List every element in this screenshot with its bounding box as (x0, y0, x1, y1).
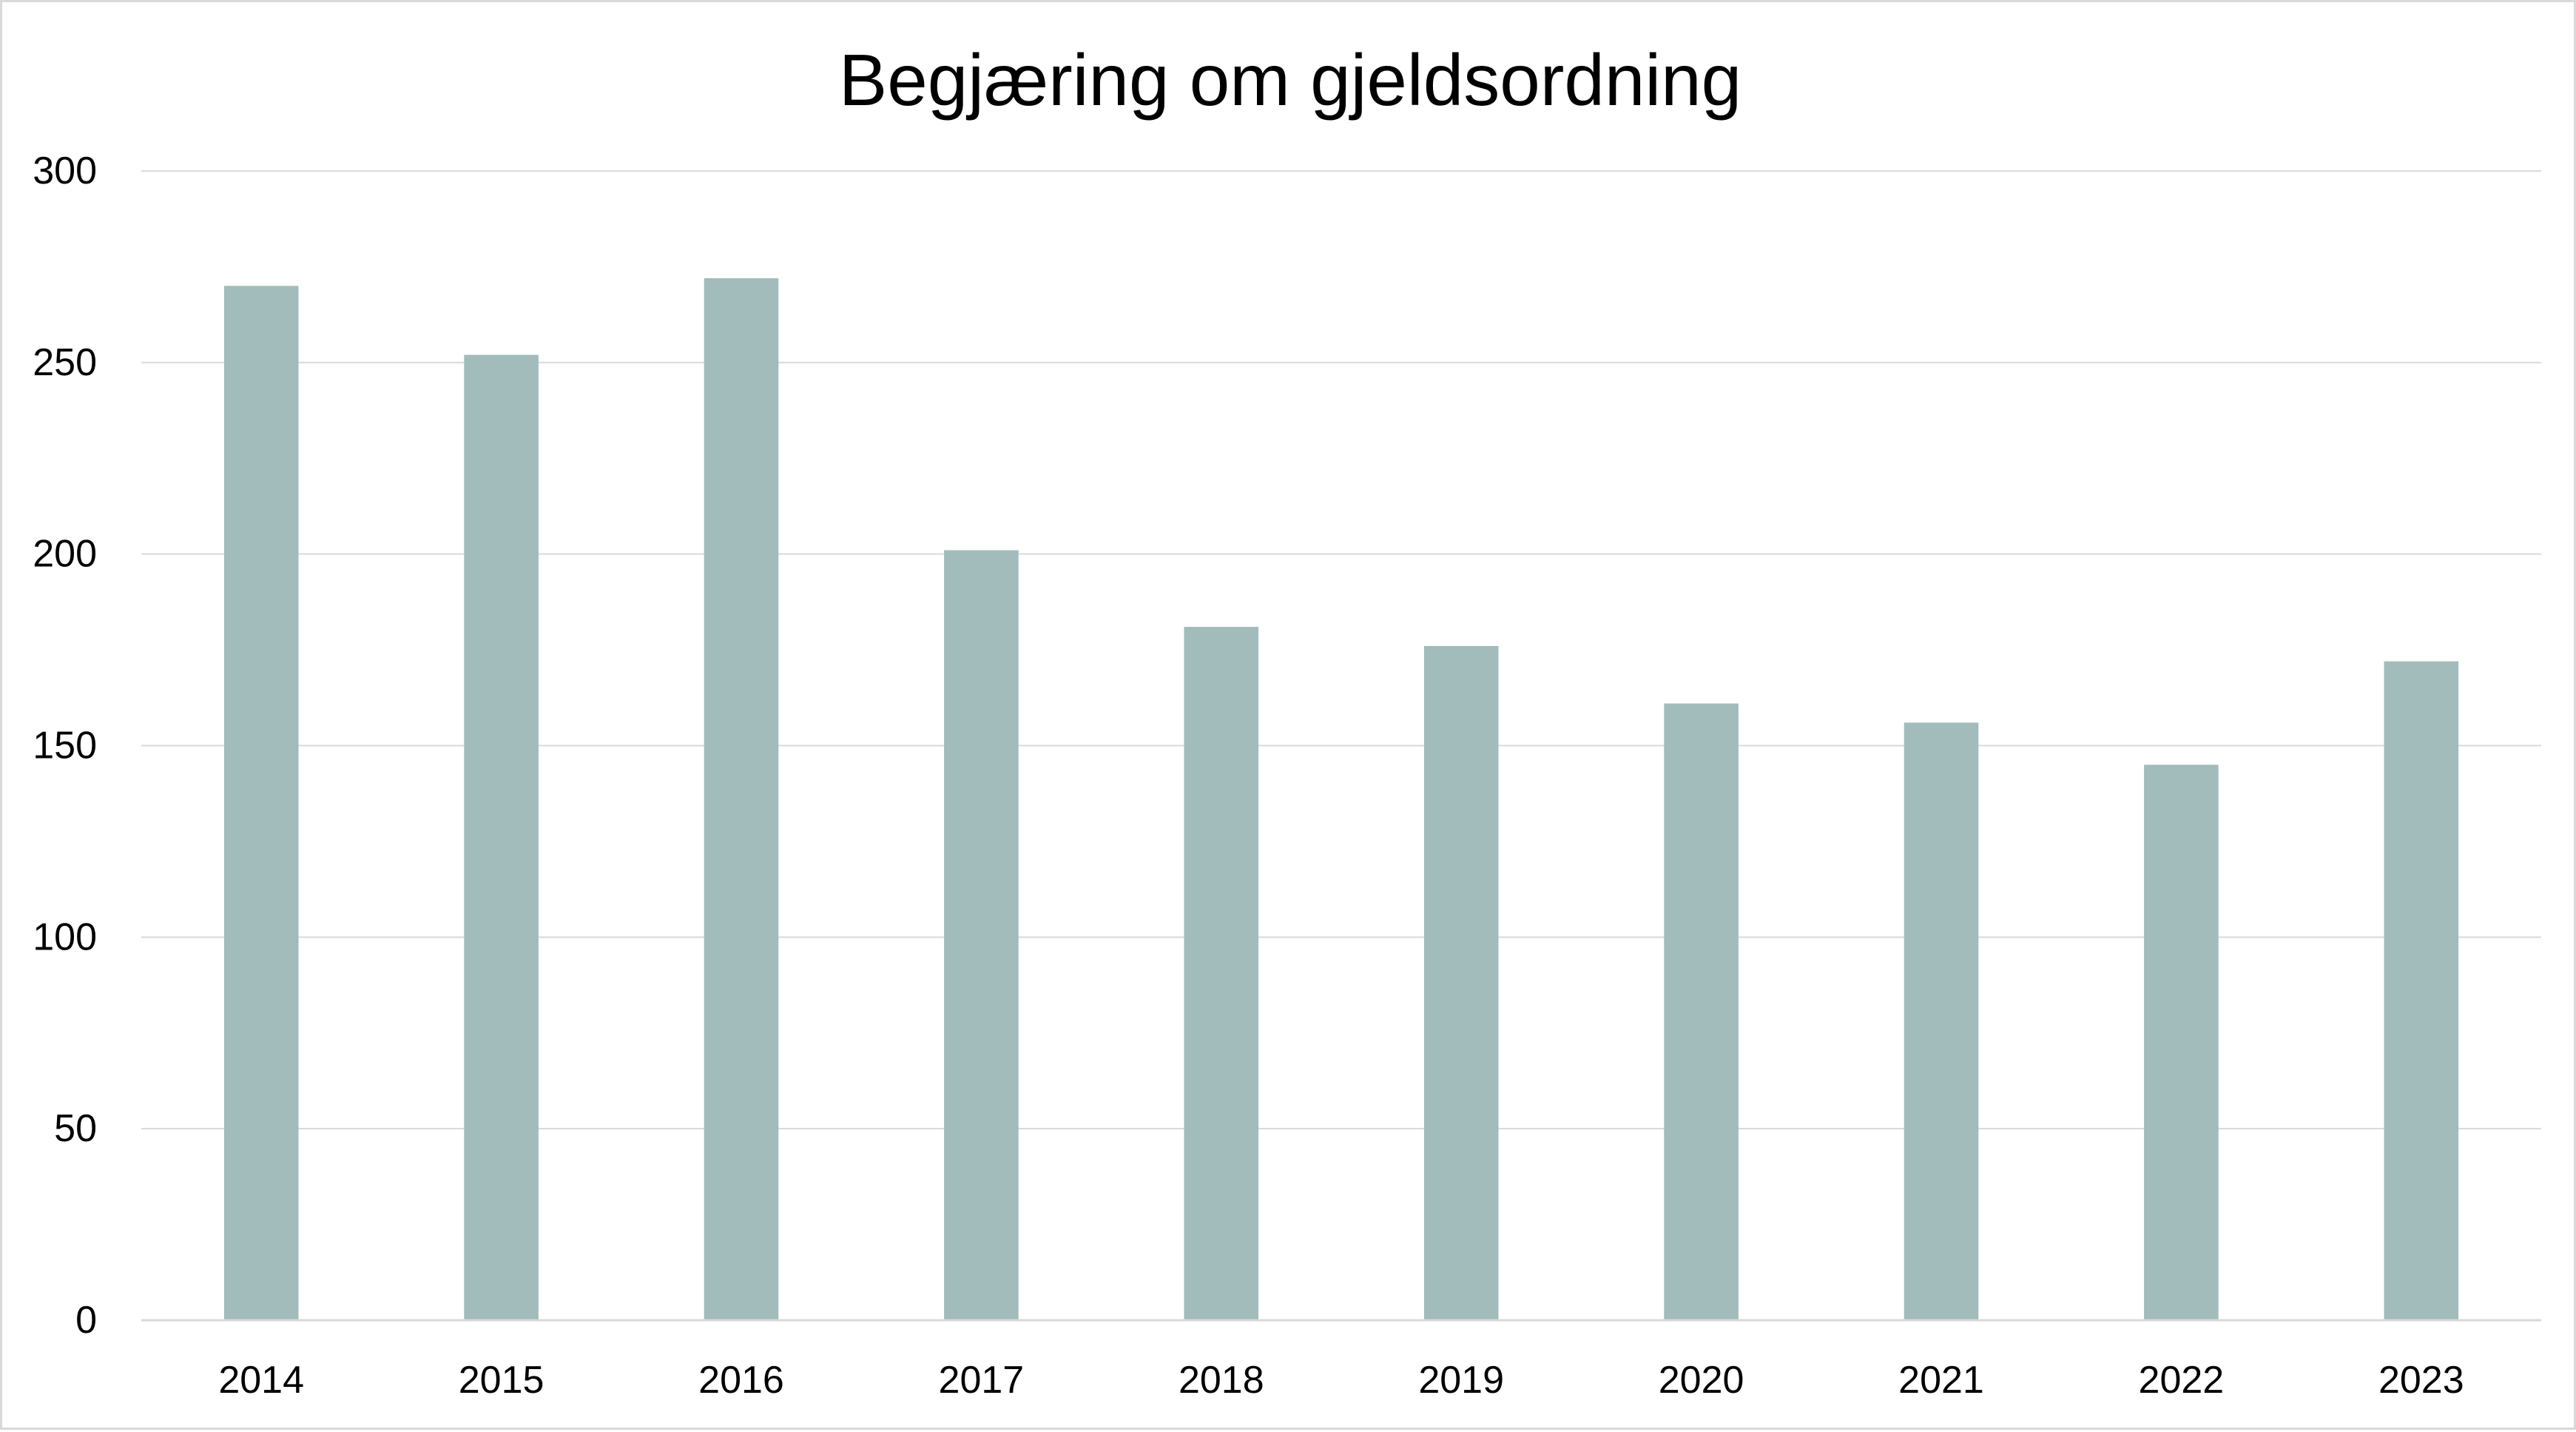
y-tick-label: 50 (54, 1107, 97, 1150)
bar-2014 (223, 286, 299, 1320)
bar-2019 (1423, 645, 1499, 1320)
y-tick-label: 250 (33, 341, 97, 384)
x-tick-label: 2018 (1179, 1359, 1264, 1402)
bar-2023 (2384, 661, 2459, 1320)
bar-2015 (464, 354, 539, 1321)
x-tick-label: 2014 (218, 1359, 304, 1402)
x-tick-label: 2019 (1418, 1359, 1504, 1402)
x-tick-label: 2020 (1659, 1359, 1744, 1402)
bar-2018 (1184, 627, 1259, 1320)
bars (223, 278, 2459, 1321)
y-tick-label: 300 (33, 149, 97, 192)
bar-2022 (2144, 764, 2219, 1320)
chart-title: Begjæring om gjeldsordning (838, 39, 1742, 121)
y-tick-labels: 0 50 100 150 200 250 300 (33, 149, 97, 1342)
bar-2016 (704, 278, 779, 1320)
x-tick-labels: 2014 2015 2016 2017 2018 2019 2020 2021 2022 2023 (218, 1359, 2464, 1402)
y-tick-label: 150 (33, 725, 97, 767)
bar-2017 (944, 550, 1019, 1320)
x-tick-label: 2016 (698, 1359, 784, 1402)
gridlines (141, 170, 2541, 1130)
x-tick-label: 2022 (2139, 1359, 2225, 1402)
x-tick-label: 2017 (939, 1359, 1025, 1402)
x-tick-label: 2015 (459, 1359, 544, 1402)
y-tick-label: 200 (33, 533, 97, 576)
bar-2021 (1904, 722, 1979, 1320)
x-tick-label: 2023 (2378, 1359, 2464, 1402)
x-tick-label: 2021 (1898, 1359, 1984, 1402)
y-tick-label: 0 (75, 1299, 97, 1342)
y-tick-label: 100 (33, 915, 97, 958)
bar-2020 (1664, 703, 1739, 1320)
